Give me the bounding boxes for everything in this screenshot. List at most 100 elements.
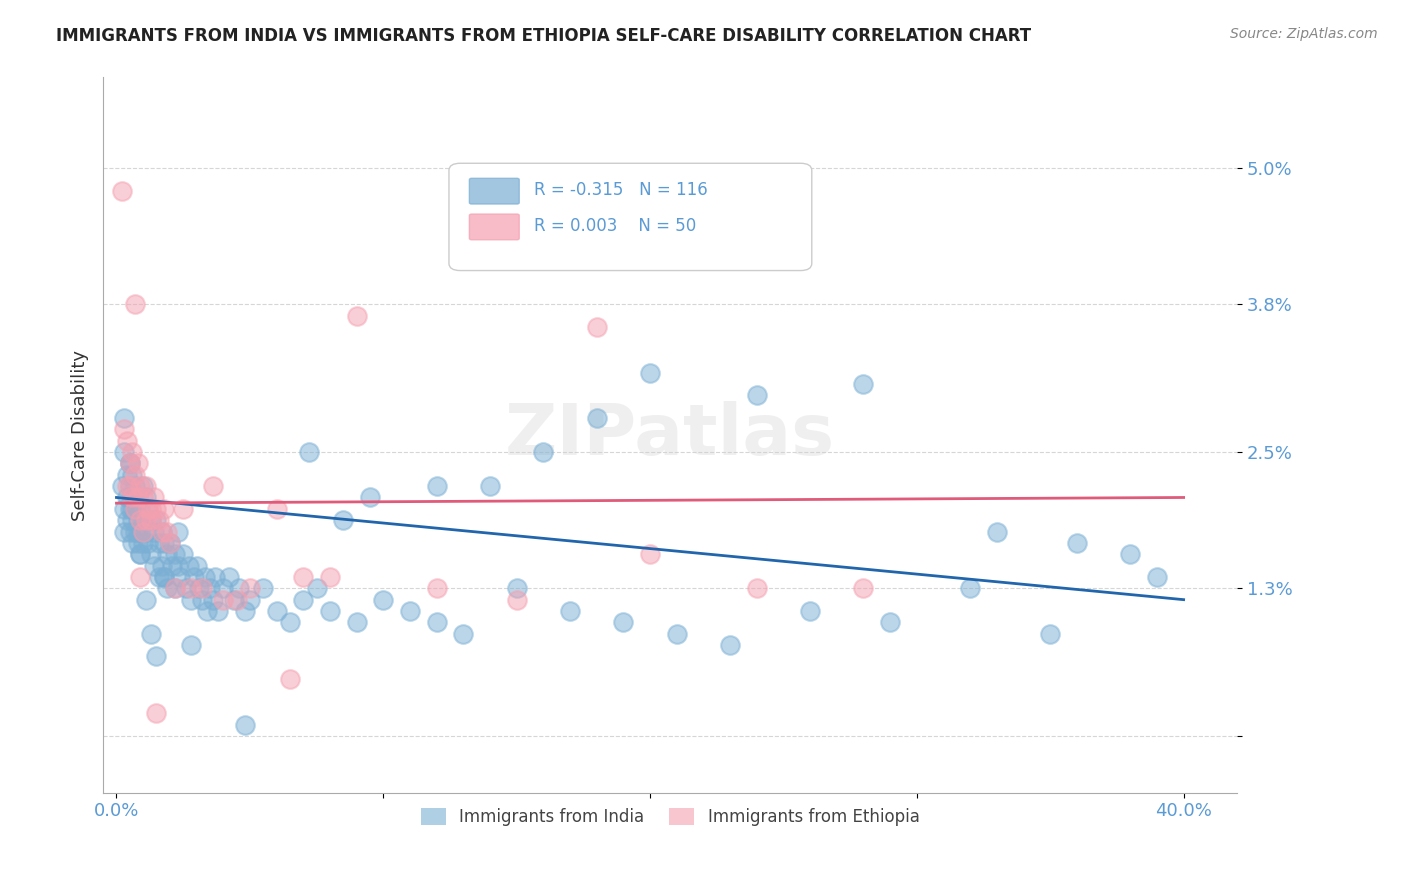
Point — [114, 445, 136, 459]
Point — [145, 649, 167, 664]
Point — [959, 582, 981, 596]
Point — [172, 547, 194, 561]
Point — [638, 366, 661, 380]
Point — [129, 479, 152, 493]
Point — [150, 524, 173, 539]
Point — [124, 501, 146, 516]
Point — [225, 592, 247, 607]
Point — [558, 604, 581, 618]
Point — [266, 501, 288, 516]
Point — [297, 445, 319, 459]
Point — [127, 491, 149, 505]
Point — [121, 501, 143, 516]
Point — [127, 536, 149, 550]
Point — [118, 524, 141, 539]
Point — [177, 558, 200, 573]
Point — [745, 388, 768, 402]
Point — [228, 582, 250, 596]
Point — [195, 604, 218, 618]
Point — [665, 626, 688, 640]
Point — [142, 558, 165, 573]
Point — [132, 479, 155, 493]
Point — [153, 570, 176, 584]
Point — [111, 184, 134, 198]
Text: Source: ZipAtlas.com: Source: ZipAtlas.com — [1230, 27, 1378, 41]
FancyBboxPatch shape — [470, 178, 519, 204]
Point — [114, 501, 136, 516]
Point — [156, 524, 179, 539]
Point — [505, 582, 527, 596]
Point — [118, 479, 141, 493]
Point — [505, 592, 527, 607]
Y-axis label: Self-Care Disability: Self-Care Disability — [72, 350, 89, 521]
Point — [585, 411, 607, 425]
Point — [121, 513, 143, 527]
Point — [852, 376, 875, 391]
Point — [159, 536, 181, 550]
Point — [132, 524, 155, 539]
Point — [118, 457, 141, 471]
Point — [115, 479, 138, 493]
Point — [129, 547, 152, 561]
Point — [135, 491, 157, 505]
Point — [218, 570, 240, 584]
Point — [186, 558, 208, 573]
Point — [132, 536, 155, 550]
Point — [115, 491, 138, 505]
Point — [114, 411, 136, 425]
Point — [745, 582, 768, 596]
Point — [127, 457, 149, 471]
Point — [799, 604, 821, 618]
Point — [986, 524, 1008, 539]
Point — [142, 524, 165, 539]
Text: IMMIGRANTS FROM INDIA VS IMMIGRANTS FROM ETHIOPIA SELF-CARE DISABILITY CORRELATI: IMMIGRANTS FROM INDIA VS IMMIGRANTS FROM… — [56, 27, 1032, 45]
Point — [127, 491, 149, 505]
Point — [118, 479, 141, 493]
Point — [115, 434, 138, 448]
Point — [138, 536, 160, 550]
Point — [292, 592, 315, 607]
Legend: Immigrants from India, Immigrants from Ethiopia: Immigrants from India, Immigrants from E… — [412, 799, 928, 834]
Point — [138, 501, 160, 516]
Point — [426, 582, 449, 596]
Point — [145, 501, 167, 516]
Point — [278, 615, 301, 630]
Point — [121, 445, 143, 459]
Point — [148, 536, 170, 550]
Point — [278, 672, 301, 686]
Point — [135, 479, 157, 493]
Point — [879, 615, 901, 630]
Point — [153, 570, 176, 584]
Point — [118, 457, 141, 471]
Point — [198, 582, 221, 596]
Text: ZIPatlas: ZIPatlas — [505, 401, 835, 469]
Point — [141, 513, 163, 527]
Point — [212, 582, 235, 596]
Point — [426, 615, 449, 630]
Point — [121, 491, 143, 505]
Point — [127, 513, 149, 527]
Point — [114, 524, 136, 539]
Point — [124, 297, 146, 311]
Point — [346, 615, 368, 630]
Point — [319, 570, 342, 584]
Point — [426, 479, 449, 493]
Point — [638, 547, 661, 561]
Point — [359, 491, 381, 505]
Point — [180, 582, 202, 596]
Point — [188, 582, 211, 596]
Point — [346, 309, 368, 323]
Point — [373, 592, 395, 607]
Point — [115, 513, 138, 527]
Point — [319, 604, 342, 618]
Point — [142, 491, 165, 505]
Point — [193, 570, 215, 584]
Point — [124, 501, 146, 516]
Point — [399, 604, 422, 618]
Point — [172, 501, 194, 516]
Point — [207, 604, 229, 618]
Point — [145, 706, 167, 721]
Point — [114, 422, 136, 436]
Point — [148, 513, 170, 527]
Point — [233, 604, 256, 618]
